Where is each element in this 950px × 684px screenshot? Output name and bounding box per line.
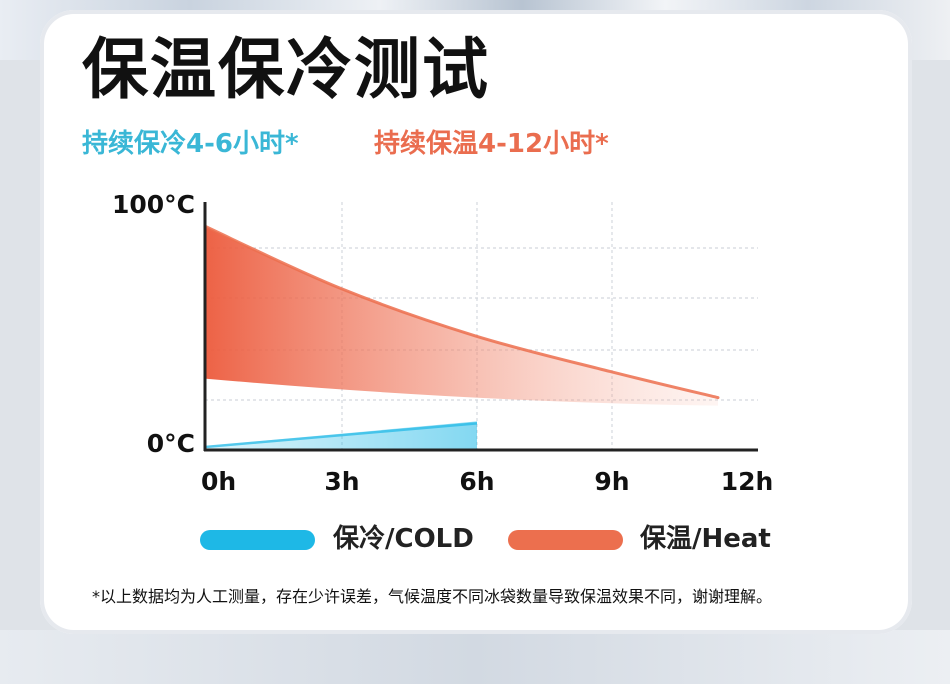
chart-areas bbox=[203, 224, 720, 449]
chart-axes bbox=[203, 202, 758, 452]
page-title: 保温保冷测试 bbox=[82, 31, 490, 108]
subtitle-cold: 持续保冷4-6小时* bbox=[82, 129, 299, 159]
legend-label-cold: 保冷/COLD bbox=[333, 524, 474, 554]
x-tick-label: 9h bbox=[594, 467, 629, 496]
legend-label-heat: 保温/Heat bbox=[640, 524, 771, 554]
x-tick-label: 3h bbox=[324, 467, 359, 496]
heat-line bbox=[203, 224, 720, 400]
footnote: *以上数据均为人工测量，存在少许误差，气候温度不同冰袋数量导致保温效果不同，谢谢… bbox=[92, 587, 773, 606]
heat-area bbox=[205, 226, 718, 406]
background-photo-bottom bbox=[0, 630, 950, 684]
content-card bbox=[40, 10, 912, 634]
x-tick-label: 0h bbox=[201, 467, 236, 496]
y-tick-label: 0°C bbox=[147, 429, 195, 458]
legend-swatch-heat bbox=[508, 530, 623, 550]
y-tick-label: 100°C bbox=[112, 190, 195, 219]
x-tick-label: 12h bbox=[721, 467, 774, 496]
x-tick-label: 6h bbox=[459, 467, 494, 496]
legend-swatch-cold bbox=[200, 530, 315, 550]
subtitle-heat: 持续保温4-12小时* bbox=[374, 129, 609, 159]
cold-line bbox=[204, 422, 478, 449]
chart-tick-labels: 100°C 0°C0h 3h 6h 9h 12h bbox=[112, 190, 773, 496]
